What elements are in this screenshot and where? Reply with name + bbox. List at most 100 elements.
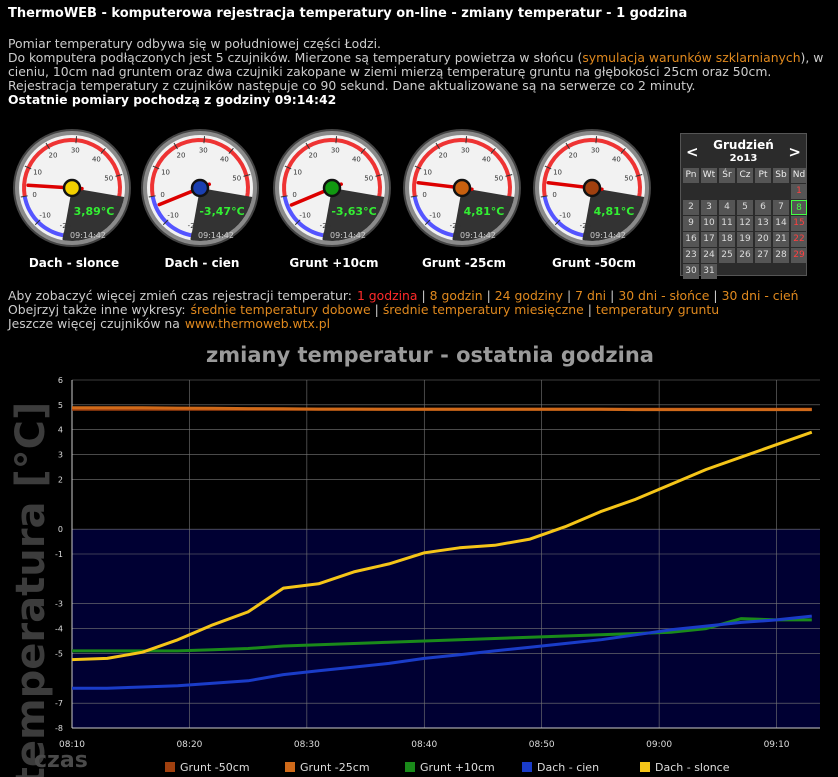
day[interactable]: 18 xyxy=(719,232,735,247)
nav-link[interactable]: średnie temperatury dobowe xyxy=(190,302,371,317)
prev-month[interactable]: < xyxy=(686,143,699,161)
dial-label: 20 xyxy=(177,152,186,160)
text: ), w cieniu, 10cm nad gruntem oraz dwa c… xyxy=(8,50,824,79)
day[interactable]: 23 xyxy=(683,248,699,263)
day[interactable]: 13 xyxy=(755,216,771,231)
dial-tick xyxy=(148,195,156,198)
nav-link[interactable]: 7 dni xyxy=(575,288,607,303)
link[interactable]: symulacja warunków szklarnianych xyxy=(582,50,801,65)
legend-swatch xyxy=(640,762,650,772)
legend-label: Dach - cien xyxy=(537,761,599,774)
dial-tick xyxy=(465,136,468,144)
dial-tick xyxy=(360,147,366,154)
day[interactable]: 27 xyxy=(755,248,771,263)
nav-link[interactable]: 24 godziny xyxy=(494,288,563,303)
day[interactable]: 29 xyxy=(791,248,807,263)
day[interactable]: 10 xyxy=(701,216,717,231)
gauge-value: -3,63°C xyxy=(331,205,376,218)
dial-tick xyxy=(490,147,496,154)
dial-label: 10 xyxy=(423,168,432,176)
dial-label: -10 xyxy=(39,211,50,219)
day[interactable]: 7 xyxy=(773,200,789,215)
day[interactable]: 16 xyxy=(683,232,699,247)
gauge-value: -3,47°C xyxy=(199,205,244,218)
dial-tick xyxy=(582,232,585,240)
day[interactable]: 5 xyxy=(737,200,753,215)
separator: | xyxy=(421,288,426,303)
nav-link[interactable]: 30 dni - słońce xyxy=(618,288,710,303)
dial-label: 0 xyxy=(422,191,426,199)
x-tick-label: 08:20 xyxy=(176,740,202,750)
dial-tick xyxy=(540,195,548,198)
gauge-time: 09:14:42 xyxy=(590,231,626,240)
dial-label: 60 xyxy=(363,197,372,205)
y-tick-label: 0 xyxy=(58,525,63,534)
dial-tick xyxy=(152,165,160,170)
day[interactable]: 19 xyxy=(737,232,753,247)
day[interactable]: 15 xyxy=(791,216,807,231)
day[interactable]: 12 xyxy=(737,216,753,231)
x-axis-label: czas xyxy=(34,748,88,773)
day[interactable]: 20 xyxy=(755,232,771,247)
nav-link[interactable]: 1 godzina xyxy=(356,288,418,303)
day[interactable]: 1 xyxy=(791,184,807,199)
dial-label: 50 xyxy=(104,175,113,183)
day[interactable]: 8 xyxy=(791,200,807,215)
empty-cell xyxy=(719,184,735,199)
day[interactable]: 9 xyxy=(683,216,699,231)
empty-cell xyxy=(737,184,753,199)
day[interactable]: 22 xyxy=(791,232,807,247)
dial-label: 10 xyxy=(161,168,170,176)
dial-tick xyxy=(504,202,512,207)
dial-tick xyxy=(335,136,338,144)
day[interactable]: 17 xyxy=(701,232,717,247)
day[interactable]: 21 xyxy=(773,232,789,247)
dial-label: -20 xyxy=(60,222,71,230)
legend-swatch xyxy=(165,762,175,772)
nav-link[interactable]: średnie temperatury miesięczne xyxy=(382,302,584,317)
nav-link[interactable]: www.thermoweb.wtx.pl xyxy=(184,316,331,331)
day[interactable]: 6 xyxy=(755,200,771,215)
gauge-value: 4,81°C xyxy=(594,205,635,218)
dial-tick xyxy=(452,232,455,240)
dial-label: 20 xyxy=(309,152,318,160)
next-month[interactable]: > xyxy=(788,143,801,161)
nav-link[interactable]: 30 dni - cień xyxy=(721,288,799,303)
gauge-display xyxy=(190,188,253,241)
gauge-time: 09:14:42 xyxy=(70,231,106,240)
legend-swatch xyxy=(285,762,295,772)
dial-tick xyxy=(554,219,561,226)
day[interactable]: 3 xyxy=(701,200,717,215)
day[interactable]: 4 xyxy=(719,200,735,215)
dial-label: 0 xyxy=(552,191,556,199)
dial-tick xyxy=(414,165,422,170)
dial-label: 50 xyxy=(624,175,633,183)
day[interactable]: 2 xyxy=(683,200,699,215)
x-tick-label: 08:30 xyxy=(294,740,320,750)
day[interactable]: 14 xyxy=(773,216,789,231)
day[interactable]: 31 xyxy=(701,264,717,279)
day[interactable]: 28 xyxy=(773,248,789,263)
gauge-time: 09:14:42 xyxy=(330,231,366,240)
legend-swatch xyxy=(522,762,532,772)
y-tick-label: 6 xyxy=(58,376,63,385)
day[interactable]: 25 xyxy=(719,248,735,263)
dial-tick xyxy=(375,174,383,177)
calendar-grid: Pn Wt Śr Cz Pt Sb Nd 1 2 3 4 5 6 7 8 9 10 11 12 13 14 15 16 17 1… xyxy=(683,168,807,279)
y-tick-label: -8 xyxy=(55,724,63,733)
weekday: Cz xyxy=(737,168,753,183)
day[interactable]: 30 xyxy=(683,264,699,279)
dial-label: 30 xyxy=(461,147,470,155)
weekday: Sb xyxy=(773,168,789,183)
day[interactable]: 24 xyxy=(701,248,717,263)
month: Grudzień xyxy=(713,138,774,152)
dial-label: 30 xyxy=(591,147,600,155)
gauge-time: 09:14:42 xyxy=(460,231,496,240)
dial-label: 50 xyxy=(494,175,503,183)
day[interactable]: 26 xyxy=(737,248,753,263)
day[interactable]: 11 xyxy=(719,216,735,231)
nav-link[interactable]: temperatury gruntu xyxy=(595,302,720,317)
nav-link[interactable]: 8 godzin xyxy=(429,288,483,303)
